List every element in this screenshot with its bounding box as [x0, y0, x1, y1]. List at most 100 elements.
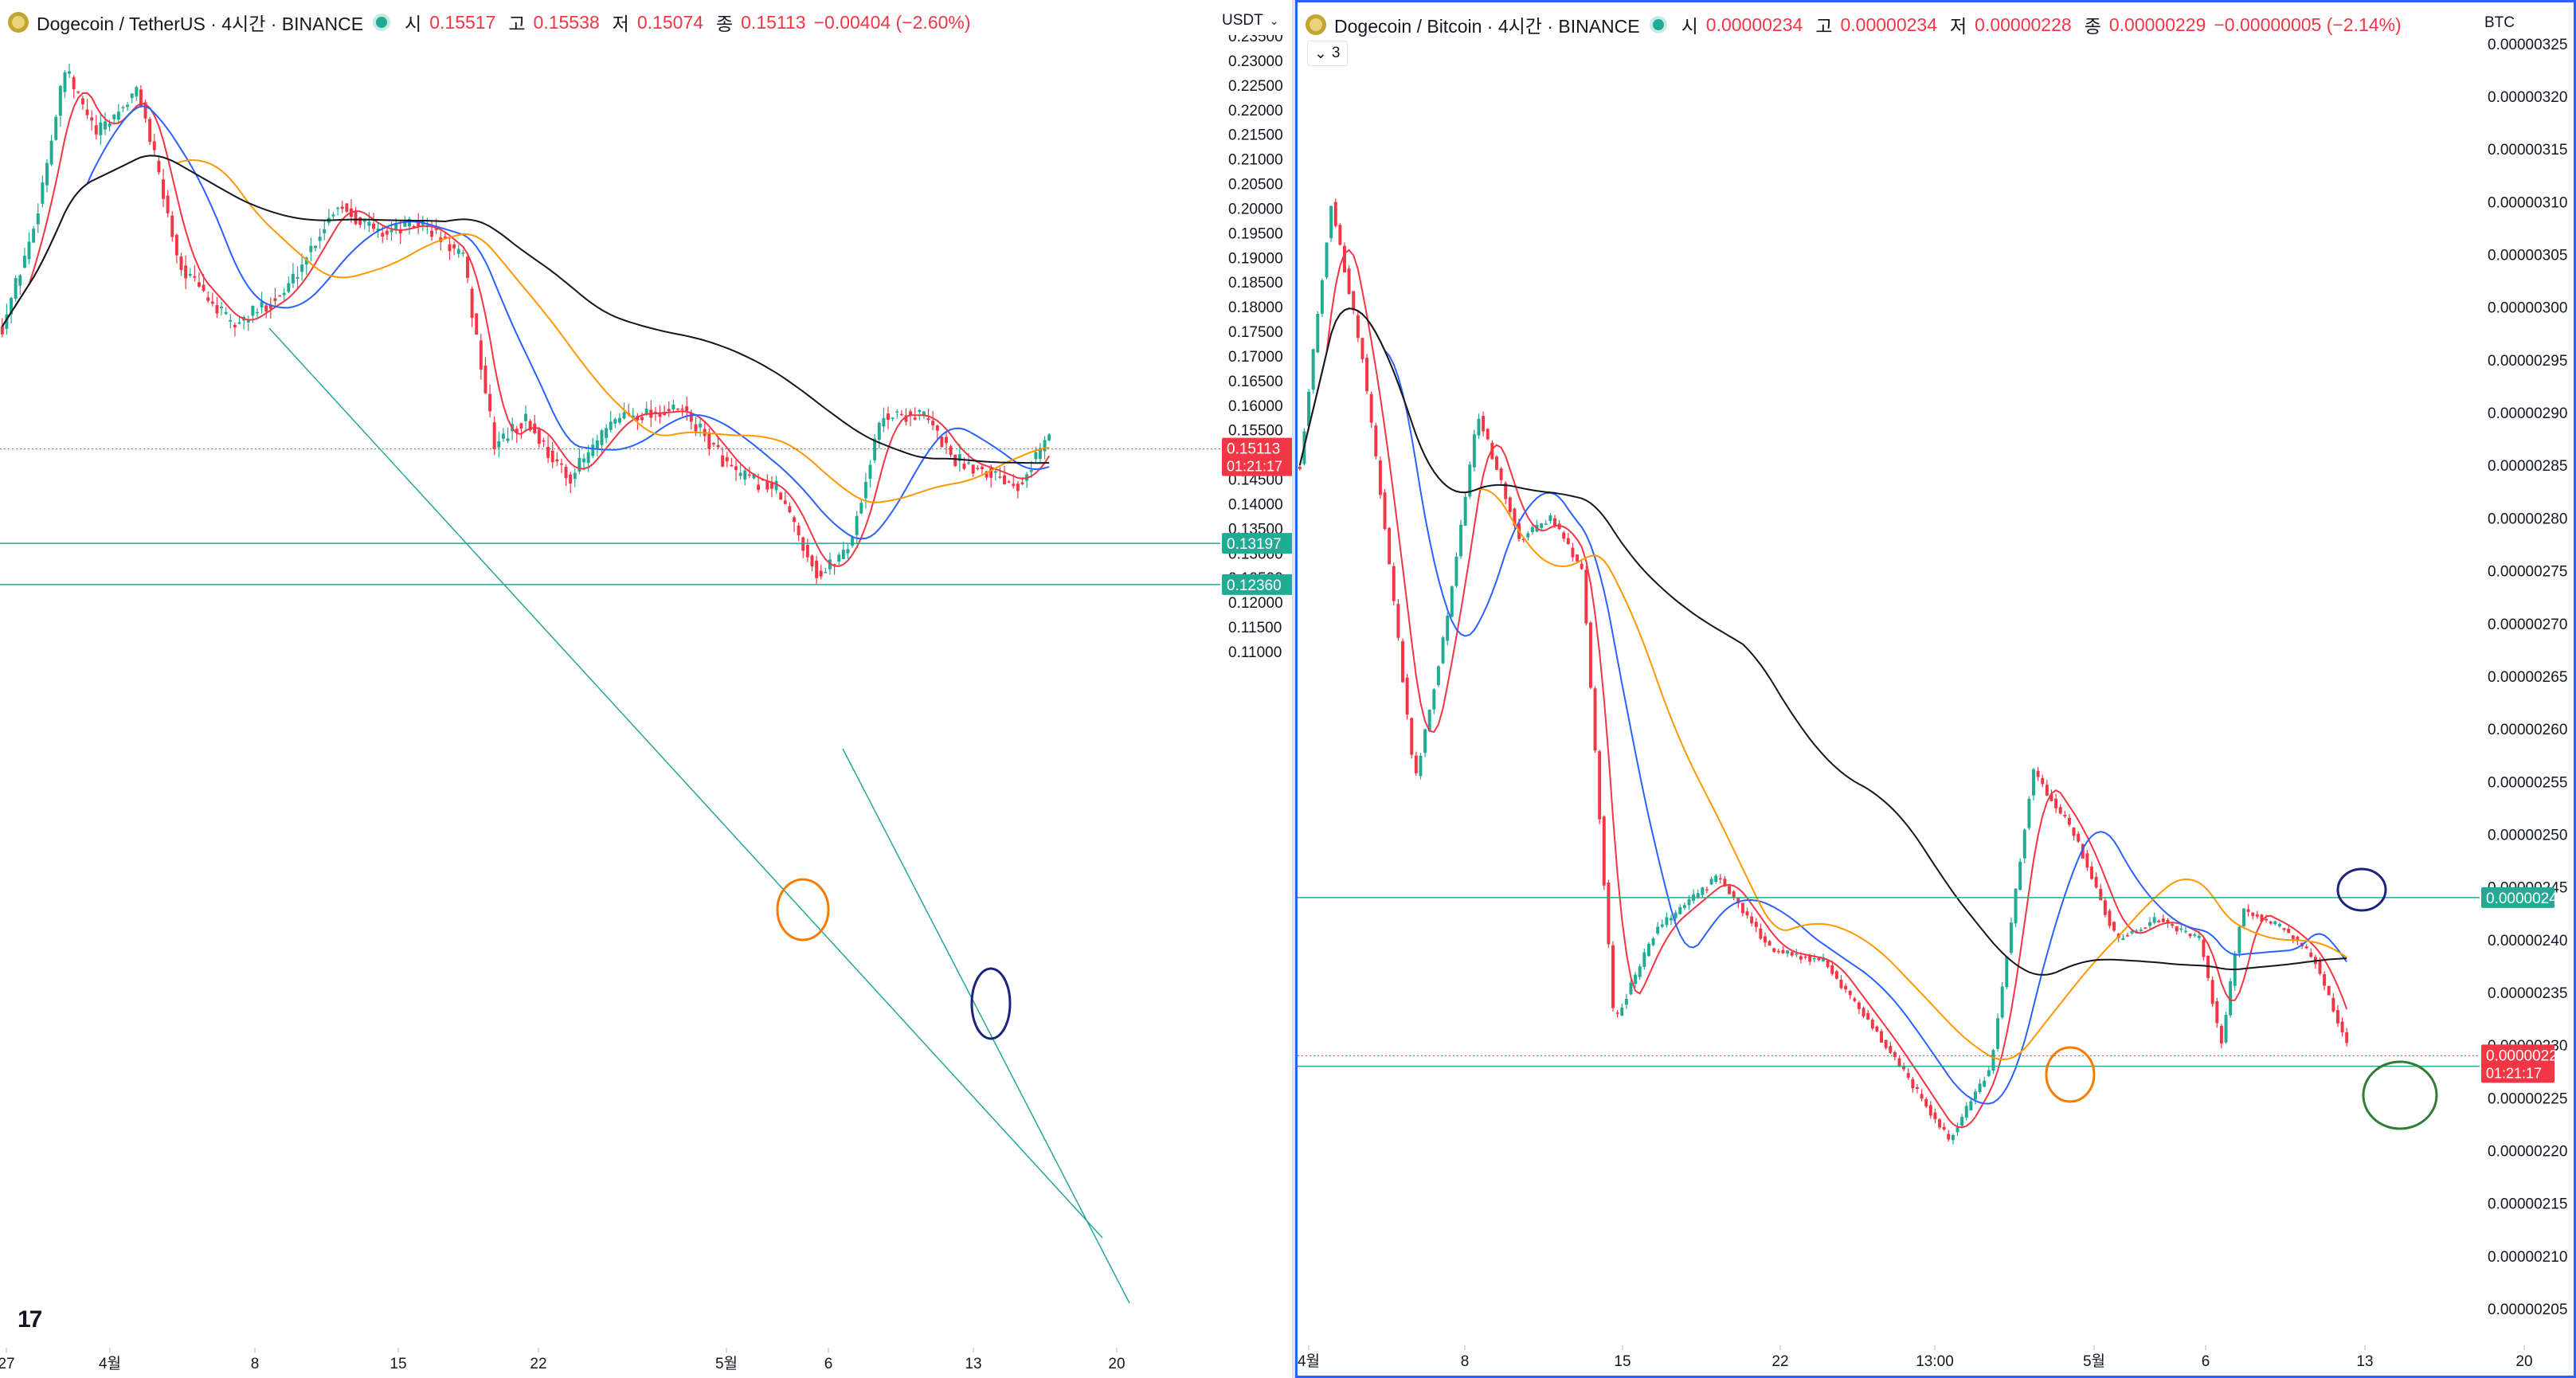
candle-body — [909, 411, 913, 416]
candle-body — [1343, 245, 1346, 273]
right-price-chart[interactable]: 0.00000325 0.00000320 0.00000315 0.00000310… — [1298, 2, 2574, 1376]
price-axis-label: 0.14500 — [1228, 472, 1283, 489]
left-currency-badge[interactable]: USDT ⌄ — [1214, 6, 1287, 35]
right-currency-badge[interactable]: BTC — [2476, 9, 2523, 37]
high-value: 0.15538 — [533, 11, 600, 33]
candle-body — [600, 430, 604, 445]
candle-body — [1732, 891, 1736, 898]
candle-body — [895, 411, 899, 413]
candle-body — [2099, 888, 2103, 901]
candle-body — [2058, 807, 2062, 814]
candle-body — [1938, 1119, 1942, 1128]
candle-body — [730, 464, 734, 467]
candle-body — [287, 283, 291, 292]
candle-body — [1450, 586, 1454, 617]
time-axis-label: 8 — [1461, 1353, 1470, 1370]
candle-body — [2022, 829, 2026, 859]
candle-body — [1615, 1012, 1619, 1014]
ma-long-line — [1, 155, 1050, 464]
candle-body — [2287, 929, 2291, 934]
price-axis-label: 0.00000280 — [2488, 511, 2567, 527]
candle-body — [1906, 1073, 1910, 1078]
candle-body — [1580, 563, 1584, 570]
left-chart-pane[interactable]: 0.23500 0.23000 0.22500 0.22000 0.21500 0.210… — [0, 0, 1292, 1378]
time-axis-label: 6 — [2202, 1353, 2210, 1370]
trendline-drawing — [268, 327, 1103, 1239]
left-price-chart[interactable]: 0.235000.230000.225000.220000.215000.210… — [0, 0, 1292, 1378]
candle-body — [609, 421, 613, 430]
candle-body — [2152, 917, 2156, 923]
candle-body — [58, 85, 62, 116]
candle-body — [1490, 442, 1494, 460]
candle-body — [555, 459, 559, 462]
candle-body — [757, 484, 761, 491]
candle-body — [1701, 887, 1705, 895]
last-price-tag — [2481, 1044, 2554, 1083]
candle-body — [1875, 1026, 1879, 1032]
candle-body — [0, 326, 4, 335]
candle-body — [1325, 242, 1329, 278]
candle-body — [819, 570, 823, 577]
candle-body — [99, 122, 103, 135]
candle-body — [519, 423, 523, 429]
price-axis-label: 0.19000 — [1228, 250, 1283, 267]
dogecoin-icon — [8, 12, 29, 33]
candle-body — [716, 444, 720, 448]
change-value: −0.00404 (−2.60%) — [813, 11, 971, 33]
pane-divider[interactable] — [1292, 0, 1295, 1378]
left-symbol-title[interactable]: Dogecoin / TetherUS · 4시간 · BINANCE — [37, 14, 364, 34]
candle-body — [1866, 1012, 1870, 1020]
candle-body — [403, 221, 407, 227]
candle-body — [711, 443, 715, 444]
highlight-ellipse — [2045, 1046, 2096, 1103]
candle-body — [2184, 930, 2187, 933]
last-price-tag — [1222, 437, 1292, 476]
price-axis-label: 0.00000225 — [2488, 1090, 2567, 1107]
candle-body — [859, 503, 863, 514]
candle-body — [372, 223, 375, 229]
candle-body — [1441, 637, 1445, 664]
candle-body — [2335, 1010, 2339, 1024]
candle-body — [2219, 1026, 2223, 1044]
candle-body — [1817, 957, 1821, 961]
candle-body — [2094, 876, 2098, 888]
candle-body — [537, 429, 541, 444]
candle-body — [1768, 941, 1771, 945]
close-value: 0.15113 — [741, 11, 806, 33]
candle-body — [1620, 1007, 1624, 1016]
right-chart-pane[interactable]: 0.00000325 0.00000320 0.00000315 0.00000310… — [1295, 0, 2576, 1378]
candle-body — [1969, 1101, 1973, 1110]
candle-body — [2148, 922, 2152, 926]
candle-body — [899, 413, 903, 416]
candle-body — [1316, 314, 1320, 353]
candle-body — [591, 444, 595, 456]
candle-body — [2090, 866, 2093, 879]
candle-body — [617, 417, 621, 423]
candle-body — [1795, 953, 1799, 955]
right-symbol-title[interactable]: Dogecoin / Bitcoin · 4시간 · BINANCE — [1334, 16, 1640, 37]
candle-body — [1012, 483, 1016, 487]
candle-body — [362, 219, 366, 222]
level-price-tag — [2481, 887, 2554, 908]
candle-body — [1776, 950, 1780, 953]
price-axis-label: 0.00000215 — [2488, 1196, 2567, 1213]
candle-body — [323, 229, 327, 233]
candle-body — [1646, 944, 1650, 957]
candle-body — [962, 464, 966, 469]
candle-body — [837, 554, 841, 562]
last-price-label: 0.00000229 — [2486, 1047, 2566, 1064]
tradingview-logo[interactable]: 17 — [18, 1306, 42, 1333]
candle-body — [2041, 777, 2045, 785]
time-axis-label: 13 — [2356, 1353, 2373, 1370]
candle-body — [1978, 1083, 1982, 1093]
candle-body — [851, 537, 855, 546]
high-value: 0.00000234 — [1840, 14, 1937, 35]
candle-body — [32, 229, 36, 243]
price-axis-label: 0.20000 — [1228, 201, 1283, 217]
candle-body — [2072, 827, 2076, 836]
collapse-indicators-button[interactable]: ⌄ 3 — [1307, 41, 1348, 66]
candle-body — [1942, 1126, 1946, 1130]
candle-body — [1020, 482, 1024, 484]
chevron-down-icon: ⌄ — [1314, 45, 1327, 62]
candle-body — [810, 555, 814, 567]
